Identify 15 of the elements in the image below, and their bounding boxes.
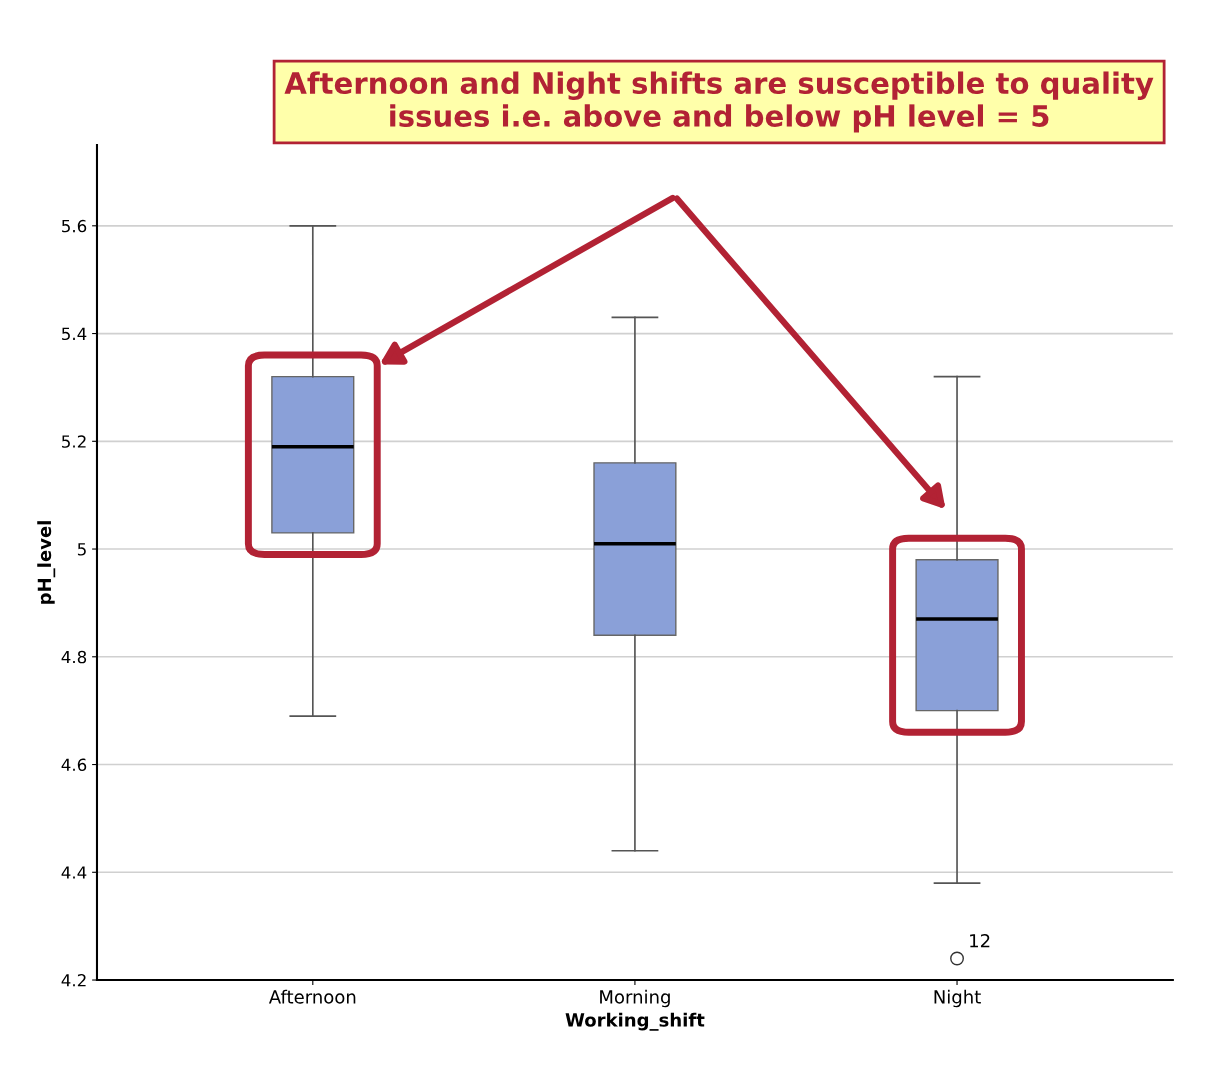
x-tick-label: Night xyxy=(934,989,981,1008)
y-axis-title: pH_level xyxy=(37,521,56,604)
y-tick-label: 4.6 xyxy=(61,758,87,772)
x-tick-label: Afternoon xyxy=(268,989,356,1004)
y-tick-label: 4.8 xyxy=(61,650,87,664)
x-axis-title: Working_shift xyxy=(565,1012,705,1031)
y-tick-label: 5 xyxy=(77,543,86,556)
y-tick-label: 5.4 xyxy=(62,327,87,341)
y-tick-label: 5.2 xyxy=(62,435,86,448)
text: Afternoon and Night shifts are susceptible to quality issues i.e. above and below pH level = 5 xyxy=(284,71,1154,133)
y-tick-label: 4.4 xyxy=(61,866,87,879)
y-tick-label: 4.2 xyxy=(61,973,86,987)
x-tick-label: Morning xyxy=(600,989,670,1008)
y-tick-label: 5.6 xyxy=(62,219,87,233)
annotation: 12 xyxy=(970,933,990,948)
